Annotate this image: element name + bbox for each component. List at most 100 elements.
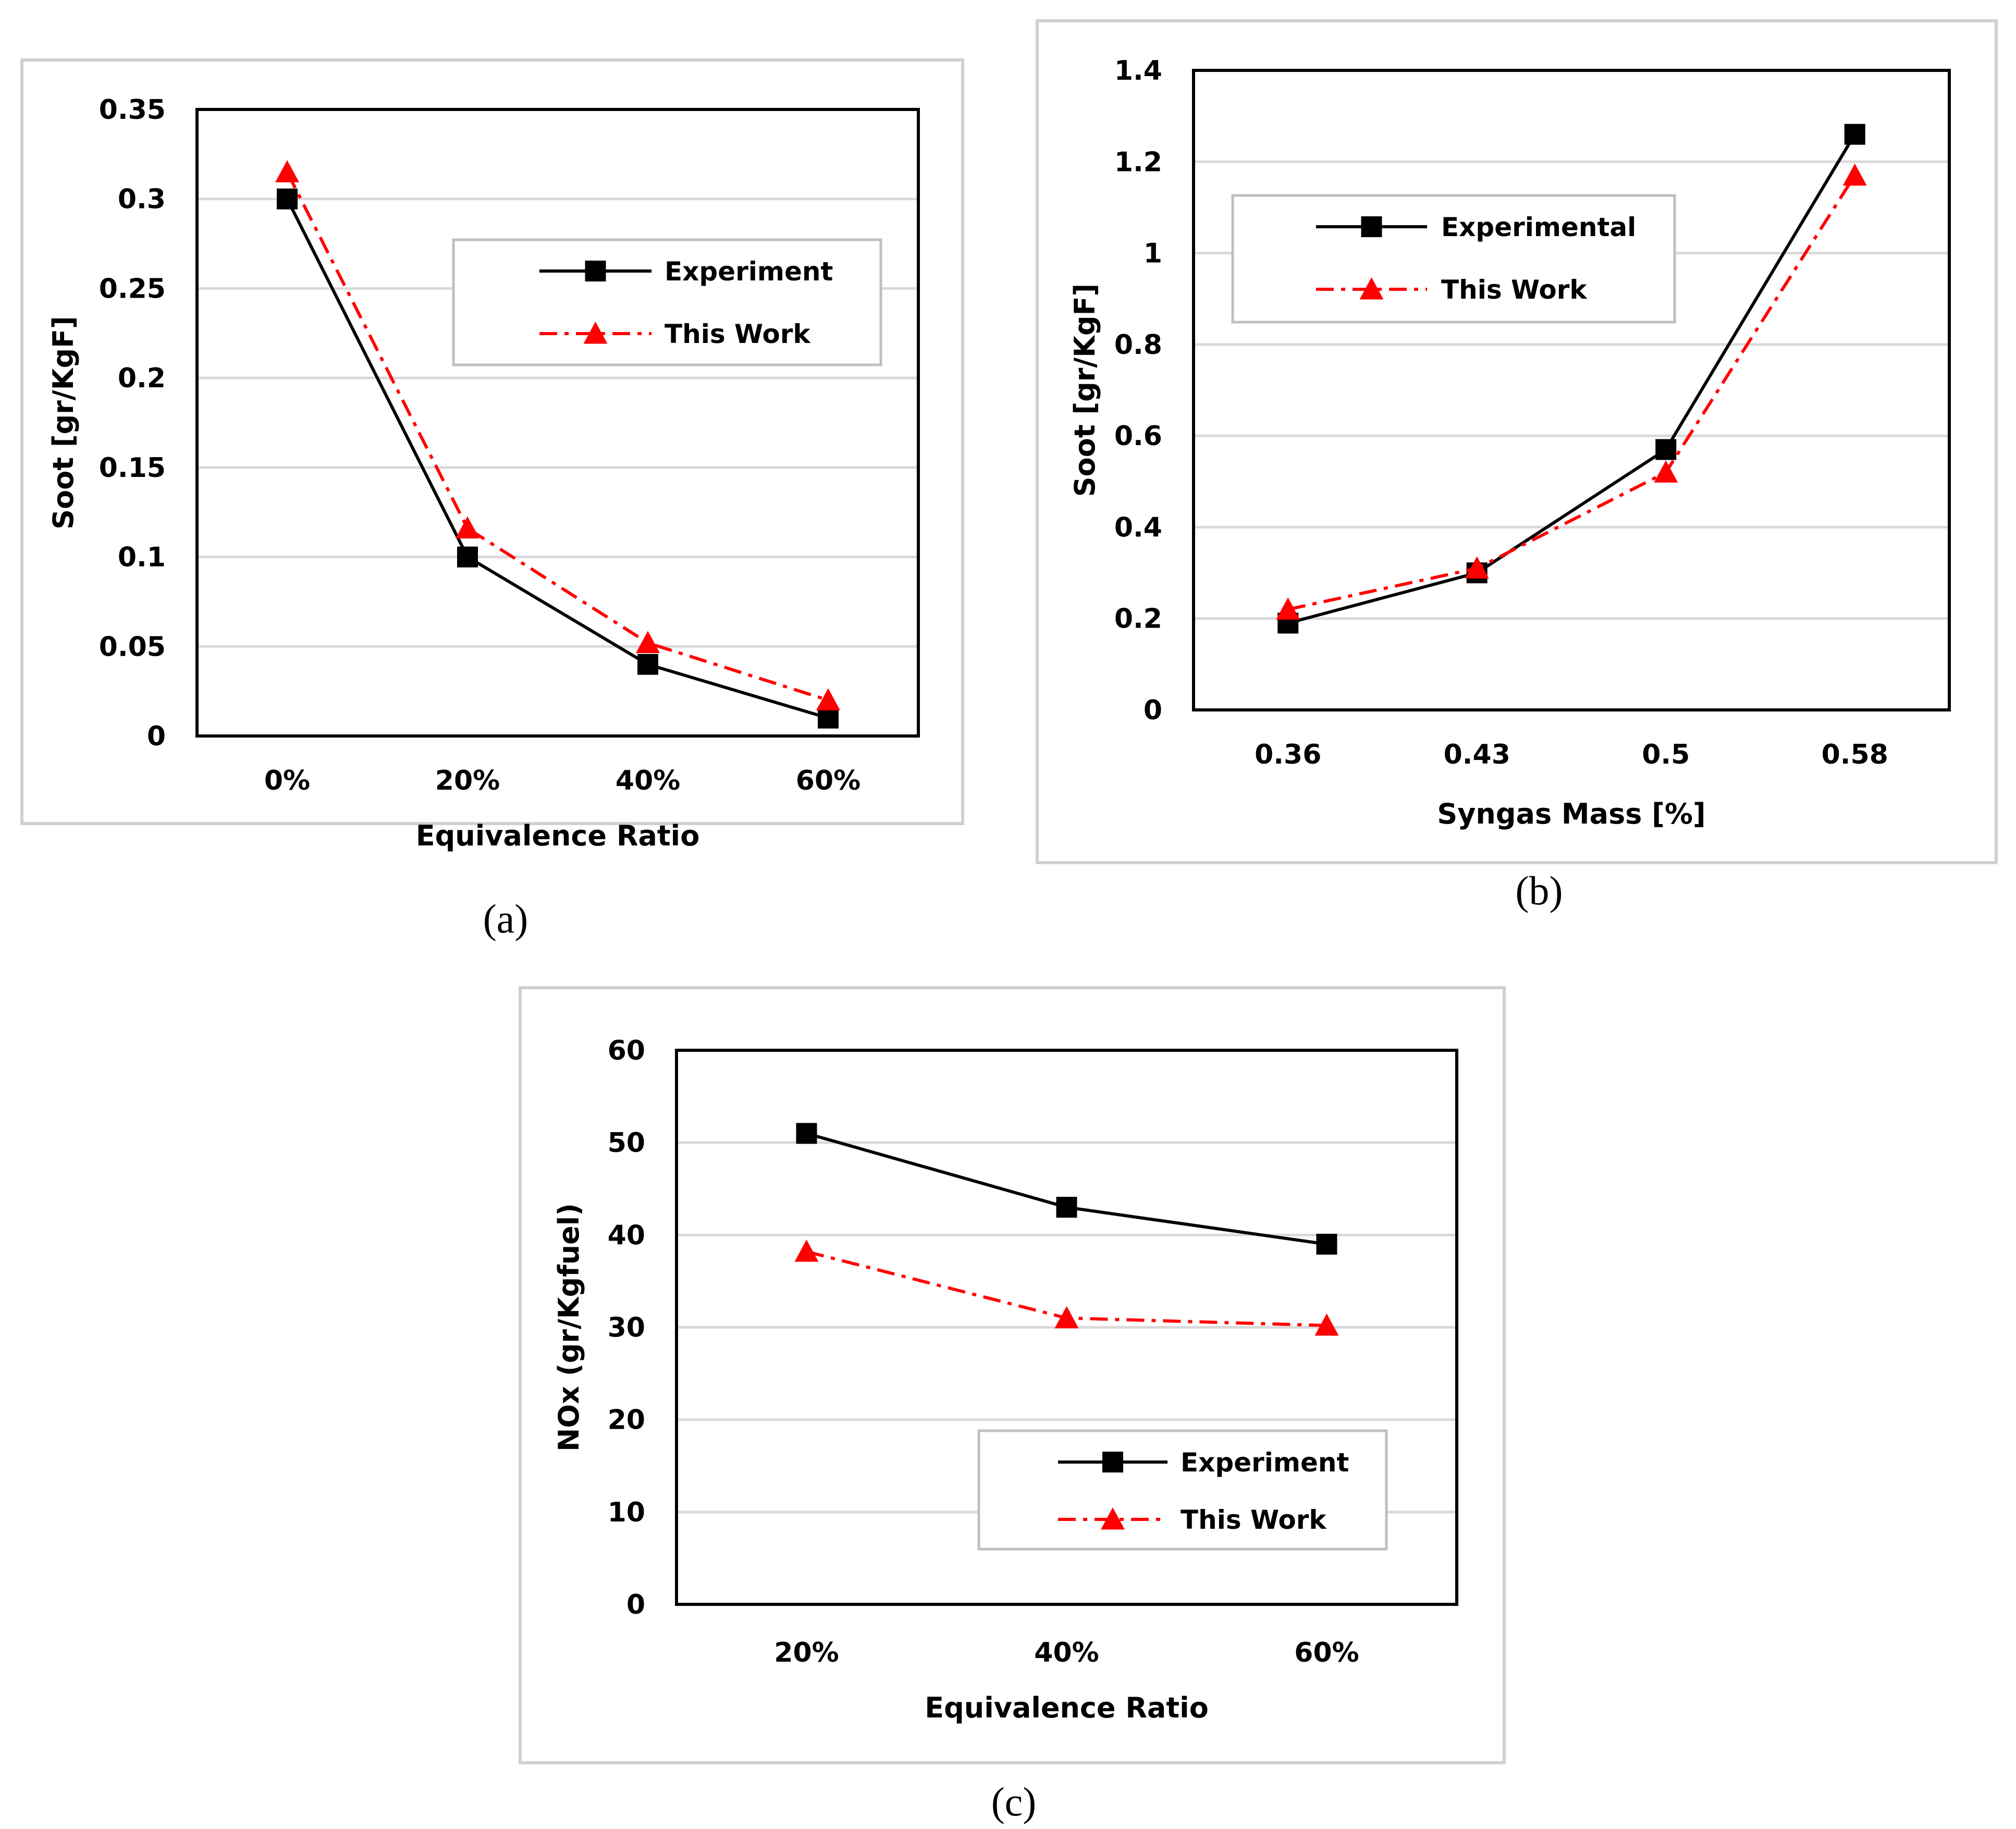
data-point — [1056, 1197, 1077, 1218]
series-this-work — [794, 1239, 1339, 1336]
legend: Experiment This Work — [452, 238, 882, 366]
caption-b: (b) — [1515, 868, 1563, 913]
x-tick-label: 0.58 — [1822, 739, 1888, 770]
y-tick-label: 0.1 — [118, 542, 166, 573]
y-tick-label: 0 — [147, 721, 166, 752]
x-axis-label: Equivalence Ratio — [925, 1691, 1209, 1724]
y-tick-label: 0.05 — [99, 631, 166, 662]
y-tick-label: 20 — [608, 1405, 645, 1436]
x-axis-label: Syngas Mass [%] — [1437, 797, 1705, 830]
data-point — [1054, 1306, 1079, 1329]
data-point — [816, 688, 840, 710]
series-line — [1287, 174, 1857, 611]
data-point — [636, 631, 660, 653]
y-tick-label: 1.2 — [1114, 146, 1162, 178]
data-point — [818, 707, 839, 729]
y-tick-label: 0.15 — [99, 452, 166, 484]
y-tick-label: 10 — [608, 1497, 645, 1528]
legend-box — [1231, 194, 1676, 324]
y-tick-label: 0.35 — [99, 94, 166, 126]
chart-a: 0 0.05 0.1 0.15 0.2 0.25 0.3 0.35 0% 20% 40% 60% Equ… — [20, 58, 964, 852]
x-tick-label: 60% — [796, 765, 861, 796]
legend-marker — [583, 322, 608, 344]
data-point — [1654, 460, 1678, 483]
data-point — [637, 654, 658, 675]
y-tick-label: 50 — [608, 1127, 645, 1159]
legend-entry: Experiment — [1181, 1447, 1349, 1478]
chart-frame — [20, 58, 964, 825]
x-tick-label: 20% — [774, 1637, 839, 1668]
caption-a: (a) — [483, 896, 528, 941]
data-point — [1844, 124, 1865, 145]
series-this-work — [1276, 163, 1867, 620]
y-axis-label: NOx (gr/Kgfuel) — [552, 1203, 585, 1452]
y-tick-label: 0.6 — [1114, 421, 1162, 452]
legend-marker — [585, 261, 606, 281]
y-tick-label: 60 — [608, 1035, 645, 1066]
legend-entry: This Work — [1441, 275, 1588, 305]
data-point — [1842, 163, 1867, 186]
data-point — [794, 1239, 819, 1262]
y-tick-label: 0.4 — [1114, 512, 1162, 543]
data-point — [1276, 597, 1300, 620]
y-tick-label: 0.2 — [1114, 604, 1162, 635]
legend-entry: This Work — [1181, 1505, 1327, 1535]
y-tick-label: 1 — [1144, 238, 1162, 269]
data-point — [1316, 1234, 1337, 1255]
series-this-work — [275, 160, 840, 710]
y-tick-label: 1.4 — [1114, 55, 1162, 87]
legend-marker — [1359, 277, 1384, 300]
data-point — [1465, 556, 1489, 579]
data-point — [456, 516, 480, 539]
x-tick-label: 40% — [1034, 1637, 1099, 1668]
y-tick-label: 0.25 — [99, 273, 166, 304]
series-experiment — [277, 188, 839, 729]
y-tick-label: 0.2 — [118, 363, 166, 394]
series-experiment — [796, 1123, 1337, 1255]
series-line — [286, 171, 829, 702]
legend-entry: Experimental — [1441, 212, 1636, 242]
plot-area — [1192, 69, 1951, 711]
data-point — [796, 1123, 817, 1144]
x-tick-label: 20% — [435, 765, 500, 796]
data-point — [277, 188, 298, 210]
x-tick-label: 40% — [616, 765, 680, 796]
y-axis-label: Soot [gr/KgF] — [47, 316, 80, 529]
data-point — [1314, 1313, 1339, 1336]
x-axis-label: Equivalence Ratio — [416, 819, 700, 852]
legend: Experimental This Work — [1231, 194, 1676, 324]
x-tick-label: 0.5 — [1642, 739, 1690, 770]
x-tick-label: 60% — [1294, 1637, 1359, 1668]
y-tick-label: 0.3 — [118, 184, 166, 215]
x-tick-label: 0% — [264, 765, 310, 796]
y-tick-label: 40 — [608, 1220, 645, 1251]
data-point — [275, 160, 299, 182]
legend-box — [977, 1429, 1388, 1551]
caption-c: (c) — [991, 1779, 1037, 1824]
chart-b: 0 0.2 0.4 0.6 0.8 1 1.2 1.4 0.36 0.43 0.5 0.58 Synga… — [1036, 19, 1998, 864]
legend-marker — [1361, 216, 1382, 237]
y-tick-label: 0.8 — [1114, 329, 1162, 361]
data-point — [1655, 439, 1677, 460]
x-tick-label: 0.43 — [1444, 739, 1510, 770]
legend-marker — [1102, 1452, 1123, 1472]
plot-area — [195, 108, 920, 738]
data-point — [457, 546, 478, 568]
chart-frame — [1036, 19, 1998, 864]
chart-c: 0 10 20 30 40 50 60 20% 40% 60% Equivalence Ratio N… — [519, 986, 1506, 1764]
legend-entry: Experiment — [665, 256, 833, 287]
chart-frame — [519, 986, 1506, 1764]
series-line — [1287, 133, 1857, 625]
series-line — [286, 198, 829, 720]
legend-box — [452, 238, 882, 366]
legend-entry: This Work — [665, 319, 811, 349]
y-tick-label: 0 — [626, 1589, 645, 1621]
plot-area — [675, 1049, 1458, 1606]
x-tick-label: 0.36 — [1255, 739, 1321, 770]
legend-marker — [1101, 1507, 1125, 1530]
y-axis-label: Soot [gr/KgF] — [1068, 284, 1101, 497]
y-tick-label: 0 — [1144, 695, 1162, 726]
y-tick-label: 30 — [608, 1312, 645, 1344]
legend: Experiment This Work — [977, 1429, 1388, 1551]
